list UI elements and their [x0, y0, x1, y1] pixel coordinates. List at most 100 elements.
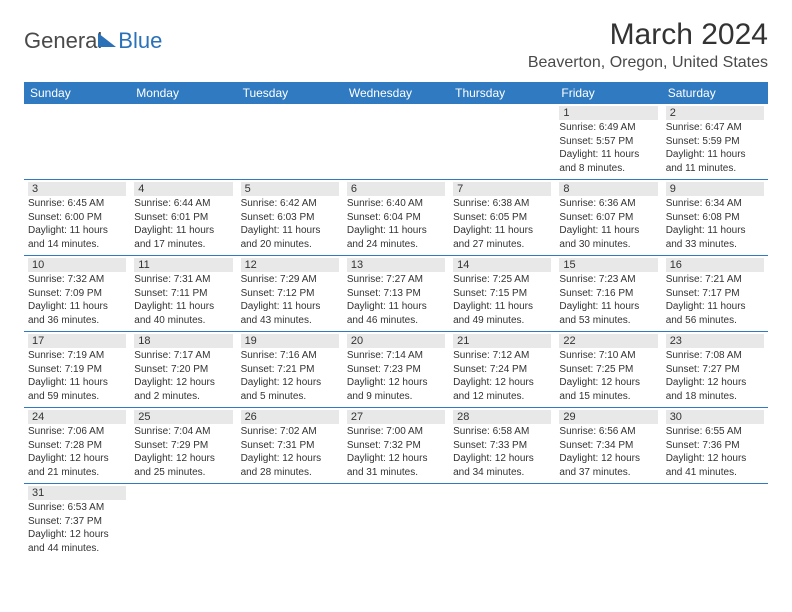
sunrise-text: Sunrise: 6:42 AM [241, 197, 339, 211]
day-info: Sunrise: 6:55 AMSunset: 7:36 PMDaylight:… [666, 424, 764, 479]
daylight-text: Daylight: 11 hours and 17 minutes. [134, 224, 232, 251]
daylight-text: Daylight: 11 hours and 8 minutes. [559, 148, 657, 175]
day-info: Sunrise: 6:36 AMSunset: 6:07 PMDaylight:… [559, 196, 657, 251]
day-number: 5 [241, 182, 339, 196]
daylight-text: Daylight: 11 hours and 24 minutes. [347, 224, 445, 251]
day-cell: 31Sunrise: 6:53 AMSunset: 7:37 PMDayligh… [24, 484, 130, 559]
week-row: 10Sunrise: 7:32 AMSunset: 7:09 PMDayligh… [24, 256, 768, 332]
day-cell [130, 104, 236, 179]
week-row: 17Sunrise: 7:19 AMSunset: 7:19 PMDayligh… [24, 332, 768, 408]
daylight-text: Daylight: 12 hours and 2 minutes. [134, 376, 232, 403]
day-number: 23 [666, 334, 764, 348]
sunrise-text: Sunrise: 7:02 AM [241, 425, 339, 439]
weeks-container: 1Sunrise: 6:49 AMSunset: 5:57 PMDaylight… [24, 104, 768, 559]
day-cell [343, 484, 449, 559]
day-cell: 1Sunrise: 6:49 AMSunset: 5:57 PMDaylight… [555, 104, 661, 179]
sunrise-text: Sunrise: 6:58 AM [453, 425, 551, 439]
day-cell [130, 484, 236, 559]
day-number: 8 [559, 182, 657, 196]
day-cell: 30Sunrise: 6:55 AMSunset: 7:36 PMDayligh… [662, 408, 768, 483]
day-info: Sunrise: 7:21 AMSunset: 7:17 PMDaylight:… [666, 272, 764, 327]
day-number: 17 [28, 334, 126, 348]
day-cell: 9Sunrise: 6:34 AMSunset: 6:08 PMDaylight… [662, 180, 768, 255]
day-info: Sunrise: 6:44 AMSunset: 6:01 PMDaylight:… [134, 196, 232, 251]
day-number: 14 [453, 258, 551, 272]
day-info: Sunrise: 6:53 AMSunset: 7:37 PMDaylight:… [28, 500, 126, 555]
logo-triangle-icon [98, 33, 116, 47]
sunrise-text: Sunrise: 7:19 AM [28, 349, 126, 363]
day-number: 24 [28, 410, 126, 424]
day-headers-row: SundayMondayTuesdayWednesdayThursdayFrid… [24, 82, 768, 104]
sunrise-text: Sunrise: 6:53 AM [28, 501, 126, 515]
sunset-text: Sunset: 5:57 PM [559, 135, 657, 149]
sunset-text: Sunset: 7:09 PM [28, 287, 126, 301]
sunrise-text: Sunrise: 6:56 AM [559, 425, 657, 439]
sunset-text: Sunset: 7:27 PM [666, 363, 764, 377]
day-number: 21 [453, 334, 551, 348]
day-number: 16 [666, 258, 764, 272]
day-info: Sunrise: 7:23 AMSunset: 7:16 PMDaylight:… [559, 272, 657, 327]
daylight-text: Daylight: 12 hours and 41 minutes. [666, 452, 764, 479]
day-cell: 19Sunrise: 7:16 AMSunset: 7:21 PMDayligh… [237, 332, 343, 407]
day-cell: 15Sunrise: 7:23 AMSunset: 7:16 PMDayligh… [555, 256, 661, 331]
day-number: 30 [666, 410, 764, 424]
sunrise-text: Sunrise: 7:08 AM [666, 349, 764, 363]
day-cell [555, 484, 661, 559]
sunrise-text: Sunrise: 7:21 AM [666, 273, 764, 287]
header: General Blue March 2024 Beaverton, Orego… [24, 18, 768, 72]
day-number: 25 [134, 410, 232, 424]
day-header: Friday [555, 82, 661, 104]
day-cell: 4Sunrise: 6:44 AMSunset: 6:01 PMDaylight… [130, 180, 236, 255]
day-number: 13 [347, 258, 445, 272]
sunrise-text: Sunrise: 6:45 AM [28, 197, 126, 211]
sunset-text: Sunset: 7:31 PM [241, 439, 339, 453]
sunset-text: Sunset: 7:28 PM [28, 439, 126, 453]
day-cell: 26Sunrise: 7:02 AMSunset: 7:31 PMDayligh… [237, 408, 343, 483]
day-cell: 17Sunrise: 7:19 AMSunset: 7:19 PMDayligh… [24, 332, 130, 407]
day-info: Sunrise: 6:47 AMSunset: 5:59 PMDaylight:… [666, 120, 764, 175]
day-header: Saturday [662, 82, 768, 104]
sunrise-text: Sunrise: 7:06 AM [28, 425, 126, 439]
daylight-text: Daylight: 11 hours and 20 minutes. [241, 224, 339, 251]
day-number: 12 [241, 258, 339, 272]
sunset-text: Sunset: 7:20 PM [134, 363, 232, 377]
daylight-text: Daylight: 11 hours and 53 minutes. [559, 300, 657, 327]
logo-text: Blue [118, 28, 162, 54]
sunrise-text: Sunrise: 7:17 AM [134, 349, 232, 363]
day-number: 15 [559, 258, 657, 272]
daylight-text: Daylight: 11 hours and 59 minutes. [28, 376, 126, 403]
day-number: 4 [134, 182, 232, 196]
day-cell: 29Sunrise: 6:56 AMSunset: 7:34 PMDayligh… [555, 408, 661, 483]
day-cell: 6Sunrise: 6:40 AMSunset: 6:04 PMDaylight… [343, 180, 449, 255]
day-number: 18 [134, 334, 232, 348]
daylight-text: Daylight: 11 hours and 43 minutes. [241, 300, 339, 327]
day-info: Sunrise: 7:27 AMSunset: 7:13 PMDaylight:… [347, 272, 445, 327]
sunrise-text: Sunrise: 7:14 AM [347, 349, 445, 363]
day-cell: 11Sunrise: 7:31 AMSunset: 7:11 PMDayligh… [130, 256, 236, 331]
day-info: Sunrise: 7:32 AMSunset: 7:09 PMDaylight:… [28, 272, 126, 327]
day-cell: 23Sunrise: 7:08 AMSunset: 7:27 PMDayligh… [662, 332, 768, 407]
daylight-text: Daylight: 12 hours and 25 minutes. [134, 452, 232, 479]
day-cell [449, 484, 555, 559]
sunset-text: Sunset: 7:17 PM [666, 287, 764, 301]
day-number: 26 [241, 410, 339, 424]
day-info: Sunrise: 6:45 AMSunset: 6:00 PMDaylight:… [28, 196, 126, 251]
day-info: Sunrise: 7:14 AMSunset: 7:23 PMDaylight:… [347, 348, 445, 403]
day-cell [662, 484, 768, 559]
sunrise-text: Sunrise: 7:23 AM [559, 273, 657, 287]
sunset-text: Sunset: 6:05 PM [453, 211, 551, 225]
day-info: Sunrise: 6:38 AMSunset: 6:05 PMDaylight:… [453, 196, 551, 251]
day-number: 27 [347, 410, 445, 424]
sunset-text: Sunset: 7:29 PM [134, 439, 232, 453]
day-cell: 20Sunrise: 7:14 AMSunset: 7:23 PMDayligh… [343, 332, 449, 407]
week-row: 24Sunrise: 7:06 AMSunset: 7:28 PM Dayligh… [24, 408, 768, 484]
day-cell: 7Sunrise: 6:38 AMSunset: 6:05 PMDaylight… [449, 180, 555, 255]
day-cell [449, 104, 555, 179]
sunset-text: Sunset: 7:23 PM [347, 363, 445, 377]
day-cell: 16Sunrise: 7:21 AMSunset: 7:17 PMDayligh… [662, 256, 768, 331]
day-number: 29 [559, 410, 657, 424]
sunset-text: Sunset: 7:16 PM [559, 287, 657, 301]
sunrise-text: Sunrise: 7:32 AM [28, 273, 126, 287]
daylight-text: Daylight: 11 hours and 30 minutes. [559, 224, 657, 251]
day-cell: 5Sunrise: 6:42 AMSunset: 6:03 PMDaylight… [237, 180, 343, 255]
